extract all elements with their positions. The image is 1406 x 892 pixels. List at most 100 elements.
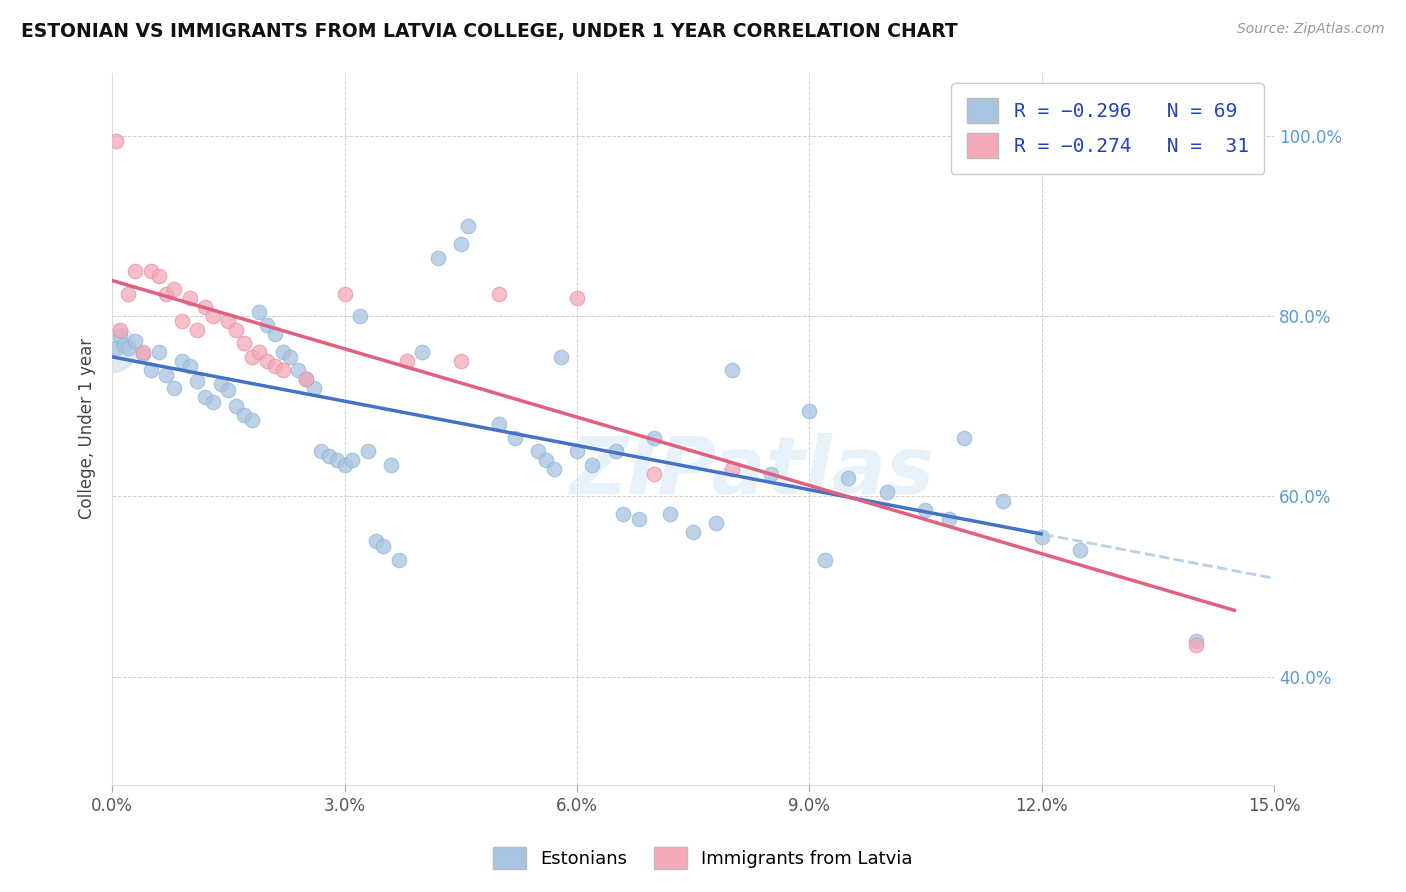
Point — [658, 508, 681, 522]
Point — [264, 359, 287, 373]
Point — [117, 341, 139, 355]
Point — [186, 323, 208, 337]
Point — [264, 327, 287, 342]
Point — [814, 552, 837, 566]
Point — [139, 363, 162, 377]
Point — [148, 345, 170, 359]
Point — [643, 467, 665, 481]
Point — [457, 219, 479, 234]
Legend: Estonians, Immigrants from Latvia: Estonians, Immigrants from Latvia — [484, 838, 922, 879]
Point — [720, 363, 742, 377]
Point — [155, 286, 177, 301]
Point — [194, 300, 217, 314]
Point — [295, 372, 318, 386]
Point — [112, 338, 135, 352]
Point — [682, 525, 704, 540]
Text: ZIPatlas: ZIPatlas — [568, 433, 934, 510]
Point — [194, 390, 217, 404]
Point — [342, 453, 364, 467]
Point — [1185, 633, 1208, 648]
Point — [612, 508, 634, 522]
Point — [388, 552, 411, 566]
Point — [105, 134, 128, 148]
Point — [333, 458, 356, 472]
Point — [953, 431, 976, 445]
Point — [704, 516, 727, 531]
Point — [364, 534, 387, 549]
Point — [179, 291, 201, 305]
Point — [311, 444, 333, 458]
Point — [759, 467, 782, 481]
Point — [357, 444, 380, 458]
Point — [108, 323, 131, 337]
Point — [333, 286, 356, 301]
Point — [108, 329, 131, 343]
Point — [225, 323, 247, 337]
Point — [488, 417, 510, 432]
Point — [837, 471, 859, 485]
Point — [799, 404, 821, 418]
Legend: R = −0.296   N = 69, R = −0.274   N =  31: R = −0.296 N = 69, R = −0.274 N = 31 — [952, 83, 1264, 174]
Point — [534, 453, 557, 467]
Point — [139, 264, 162, 278]
Point — [170, 314, 193, 328]
Point — [426, 251, 449, 265]
Point — [163, 282, 186, 296]
Point — [201, 310, 224, 324]
Point — [326, 453, 349, 467]
Point — [170, 354, 193, 368]
Point — [411, 345, 433, 359]
Point — [543, 462, 565, 476]
Point — [256, 354, 278, 368]
Point — [217, 383, 239, 397]
Point — [186, 374, 208, 388]
Point — [163, 381, 186, 395]
Point — [395, 354, 418, 368]
Point — [373, 539, 395, 553]
Text: Source: ZipAtlas.com: Source: ZipAtlas.com — [1237, 22, 1385, 37]
Point — [295, 372, 318, 386]
Point — [232, 336, 254, 351]
Point — [155, 368, 177, 382]
Point — [450, 237, 472, 252]
Point — [503, 431, 526, 445]
Point — [287, 363, 309, 377]
Y-axis label: College, Under 1 year: College, Under 1 year — [79, 338, 96, 519]
Point — [914, 503, 936, 517]
Point — [720, 462, 742, 476]
Point — [380, 458, 402, 472]
Point — [148, 268, 170, 283]
Point — [225, 400, 247, 414]
Point — [527, 444, 550, 458]
Point — [643, 431, 665, 445]
Point — [179, 359, 201, 373]
Point — [1069, 543, 1091, 558]
Point — [605, 444, 627, 458]
Point — [256, 318, 278, 333]
Point — [124, 334, 146, 349]
Point — [565, 291, 588, 305]
Point — [105, 341, 128, 355]
Point — [132, 345, 155, 359]
Point — [247, 304, 270, 318]
Point — [991, 494, 1014, 508]
Point — [318, 449, 340, 463]
Point — [581, 458, 603, 472]
Point — [232, 409, 254, 423]
Text: ESTONIAN VS IMMIGRANTS FROM LATVIA COLLEGE, UNDER 1 YEAR CORRELATION CHART: ESTONIAN VS IMMIGRANTS FROM LATVIA COLLE… — [21, 22, 957, 41]
Point — [240, 350, 263, 364]
Point — [280, 350, 302, 364]
Point — [876, 484, 898, 499]
Point — [550, 350, 572, 364]
Point — [124, 264, 146, 278]
Point — [1185, 638, 1208, 652]
Point — [271, 345, 294, 359]
Point — [217, 314, 239, 328]
Point — [117, 286, 139, 301]
Point — [349, 310, 371, 324]
Point — [1031, 530, 1053, 544]
Point — [627, 512, 650, 526]
Point — [450, 354, 472, 368]
Point — [565, 444, 588, 458]
Point — [938, 512, 960, 526]
